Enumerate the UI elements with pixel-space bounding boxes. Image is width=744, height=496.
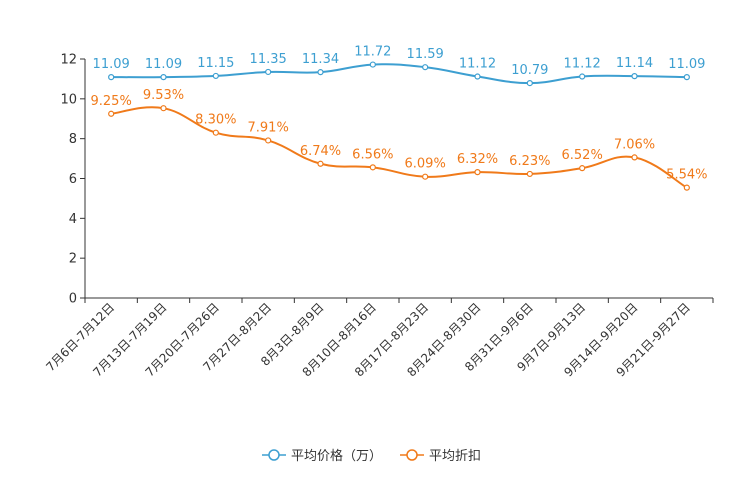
data-point[interactable] <box>579 165 586 172</box>
data-label: 11.09 <box>668 57 705 72</box>
data-label: 11.72 <box>354 45 391 60</box>
data-point[interactable] <box>108 74 115 81</box>
data-label: 11.09 <box>145 57 182 72</box>
data-label: 6.74% <box>300 144 341 159</box>
legend-marker-icon <box>406 449 418 461</box>
data-label: 7.91% <box>248 120 289 135</box>
data-label: 6.52% <box>562 148 603 163</box>
data-point[interactable] <box>683 184 690 191</box>
y-tick-label: 12 <box>60 53 77 68</box>
data-point[interactable] <box>212 129 219 136</box>
legend-label: 平均价格（万） <box>291 448 382 464</box>
data-label: 11.35 <box>250 52 287 67</box>
data-point[interactable] <box>526 170 533 178</box>
data-label: 11.59 <box>407 47 444 62</box>
series-1: 11.09 11.09 11.15 11.35 11.34 11.72 11.59 11.12… <box>93 45 705 87</box>
data-point[interactable] <box>160 74 167 81</box>
data-point[interactable] <box>579 73 586 80</box>
y-tick-label: 10 <box>60 92 77 107</box>
data-point[interactable] <box>683 74 690 81</box>
y-tick-label: 8 <box>69 132 77 147</box>
y-tick-label: 6 <box>69 172 77 187</box>
data-point[interactable] <box>369 61 376 68</box>
data-label: 6.09% <box>405 157 446 172</box>
data-point[interactable] <box>317 160 324 167</box>
data-point[interactable] <box>317 69 324 76</box>
series-2: 9.25% 9.53% 8.30% 7.91% 6.74% 6.56% 6.09% 6.32%… <box>91 88 707 191</box>
data-point[interactable] <box>265 137 272 144</box>
data-label: 6.56% <box>352 147 393 162</box>
data-point[interactable] <box>265 68 272 76</box>
data-point[interactable] <box>108 110 115 117</box>
y-tick-label: 0 <box>69 292 77 307</box>
data-label: 6.32% <box>457 152 498 167</box>
data-point[interactable] <box>422 173 429 180</box>
legend-item-1[interactable]: 平均价格（万） <box>262 448 382 464</box>
y-tick-label: 2 <box>69 252 77 267</box>
legend[interactable]: 平均价格（万） 平均折扣 <box>262 448 481 464</box>
data-point[interactable] <box>474 169 481 176</box>
data-point[interactable] <box>369 164 376 171</box>
data-label: 11.14 <box>616 56 653 71</box>
data-point[interactable] <box>422 64 429 71</box>
data-label: 11.09 <box>93 57 130 72</box>
data-point[interactable] <box>160 105 167 112</box>
data-label: 11.12 <box>459 57 496 72</box>
data-point[interactable] <box>631 73 638 80</box>
data-label: 10.79 <box>511 63 548 78</box>
data-label: 5.54% <box>666 168 707 183</box>
data-point[interactable] <box>631 154 638 161</box>
series-line <box>111 106 688 189</box>
series-line <box>111 63 687 85</box>
data-label: 11.15 <box>197 56 234 71</box>
y-tick-label: 4 <box>69 212 77 227</box>
data-label: 8.30% <box>195 113 236 128</box>
data-label: 6.23% <box>509 154 550 169</box>
legend-marker-icon <box>268 449 280 461</box>
legend-label: 平均折扣 <box>429 449 481 464</box>
data-label: 7.06% <box>614 137 655 152</box>
data-point[interactable] <box>474 73 481 80</box>
data-label: 9.25% <box>91 94 132 109</box>
data-point[interactable] <box>212 72 219 80</box>
legend-item-2[interactable]: 平均折扣 <box>400 449 481 464</box>
series-group: 11.09 11.09 11.15 11.35 11.34 11.72 11.59 11.12… <box>91 45 707 191</box>
data-label: 9.53% <box>143 88 184 103</box>
data-label: 11.34 <box>302 52 339 67</box>
data-label: 11.12 <box>564 57 601 72</box>
data-point[interactable] <box>526 79 533 87</box>
